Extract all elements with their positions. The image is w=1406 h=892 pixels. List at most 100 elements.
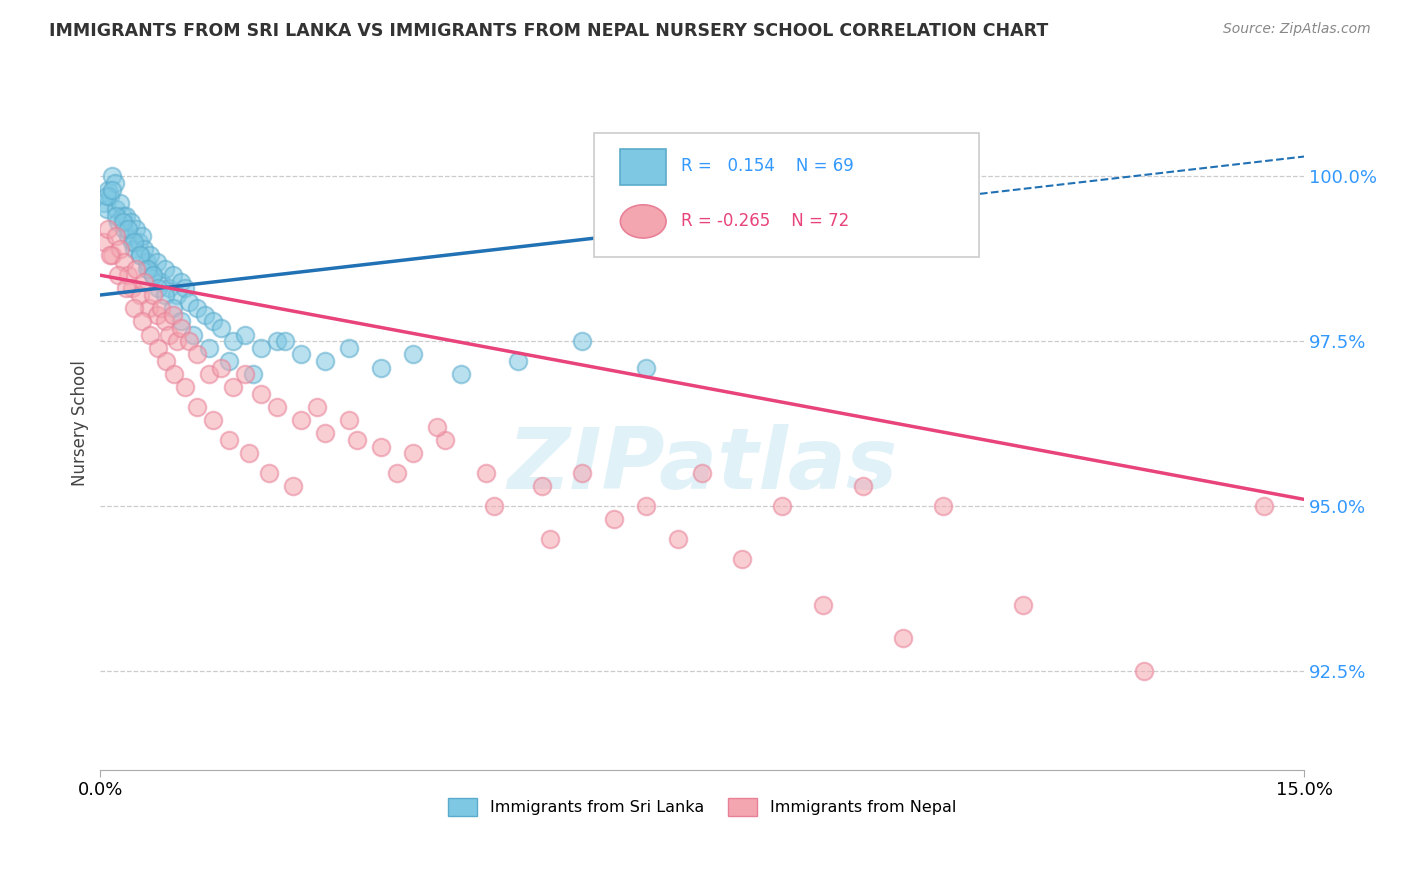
- Point: [125, 222, 148, 236]
- Point: [134, 275, 156, 289]
- Point: [141, 268, 163, 283]
- Point: [129, 248, 152, 262]
- Point: [197, 341, 219, 355]
- Point: [402, 347, 425, 361]
- Point: [122, 301, 145, 315]
- Point: [134, 242, 156, 256]
- Text: Source: ZipAtlas.com: Source: ZipAtlas.com: [1223, 22, 1371, 37]
- Point: [281, 479, 304, 493]
- Point: [250, 387, 273, 401]
- Text: IMMIGRANTS FROM SRI LANKA VS IMMIGRANTS FROM NEPAL NURSERY SCHOOL CORRELATION CH: IMMIGRANTS FROM SRI LANKA VS IMMIGRANTS …: [49, 22, 1049, 40]
- Point: [402, 446, 425, 460]
- Point: [115, 209, 138, 223]
- Point: [117, 228, 139, 243]
- Point: [434, 433, 457, 447]
- Point: [105, 228, 128, 243]
- Point: [122, 235, 145, 250]
- Point: [370, 360, 392, 375]
- Point: [346, 433, 368, 447]
- Point: [266, 334, 288, 348]
- Point: [135, 255, 157, 269]
- Point: [146, 281, 169, 295]
- Point: [122, 242, 145, 256]
- Point: [146, 341, 169, 355]
- Point: [101, 182, 124, 196]
- Point: [93, 235, 115, 250]
- Point: [120, 215, 142, 229]
- Point: [177, 334, 200, 348]
- Point: [163, 367, 186, 381]
- Point: [128, 235, 150, 250]
- Point: [209, 360, 232, 375]
- Point: [162, 301, 184, 315]
- Point: [129, 288, 152, 302]
- Point: [538, 532, 561, 546]
- Point: [197, 367, 219, 381]
- Point: [634, 360, 657, 375]
- Point: [112, 222, 135, 236]
- Point: [104, 176, 127, 190]
- Point: [110, 195, 132, 210]
- Point: [209, 321, 232, 335]
- Point: [117, 222, 139, 236]
- Point: [690, 466, 713, 480]
- Point: [138, 301, 160, 315]
- Point: [186, 347, 208, 361]
- Point: [731, 551, 754, 566]
- Point: [110, 242, 132, 256]
- Point: [129, 248, 152, 262]
- Point: [117, 268, 139, 283]
- Point: [474, 466, 496, 480]
- Point: [98, 248, 121, 262]
- Point: [186, 400, 208, 414]
- Point: [266, 400, 288, 414]
- Point: [274, 334, 297, 348]
- Point: [121, 281, 143, 295]
- Point: [96, 202, 118, 217]
- Point: [162, 308, 184, 322]
- Point: [153, 261, 176, 276]
- Point: [290, 347, 312, 361]
- Point: [450, 367, 472, 381]
- Point: [145, 255, 167, 269]
- Point: [131, 314, 153, 328]
- Point: [155, 354, 177, 368]
- Point: [257, 466, 280, 480]
- Point: [337, 413, 360, 427]
- Point: [571, 466, 593, 480]
- Point: [250, 341, 273, 355]
- Point: [370, 440, 392, 454]
- Point: [233, 327, 256, 342]
- Point: [153, 288, 176, 302]
- Point: [101, 169, 124, 184]
- Point: [426, 420, 449, 434]
- Point: [222, 334, 245, 348]
- Point: [157, 281, 180, 295]
- Point: [125, 261, 148, 276]
- Point: [194, 308, 217, 322]
- Point: [141, 268, 163, 283]
- Point: [97, 222, 120, 236]
- Point: [173, 380, 195, 394]
- Point: [138, 261, 160, 276]
- Point: [186, 301, 208, 315]
- Point: [772, 499, 794, 513]
- Point: [111, 209, 134, 223]
- Point: [201, 413, 224, 427]
- Point: [166, 288, 188, 302]
- Text: R =   0.154    N = 69: R = 0.154 N = 69: [681, 157, 853, 175]
- Point: [314, 426, 336, 441]
- Point: [1132, 664, 1154, 678]
- Point: [107, 268, 129, 283]
- Point: [932, 499, 955, 513]
- Point: [218, 354, 240, 368]
- Point: [666, 532, 689, 546]
- Legend: Immigrants from Sri Lanka, Immigrants from Nepal: Immigrants from Sri Lanka, Immigrants fr…: [440, 789, 965, 824]
- Point: [105, 209, 128, 223]
- Point: [201, 314, 224, 328]
- Point: [105, 202, 128, 217]
- FancyBboxPatch shape: [620, 149, 666, 185]
- Point: [290, 413, 312, 427]
- Point: [107, 215, 129, 229]
- Point: [149, 275, 172, 289]
